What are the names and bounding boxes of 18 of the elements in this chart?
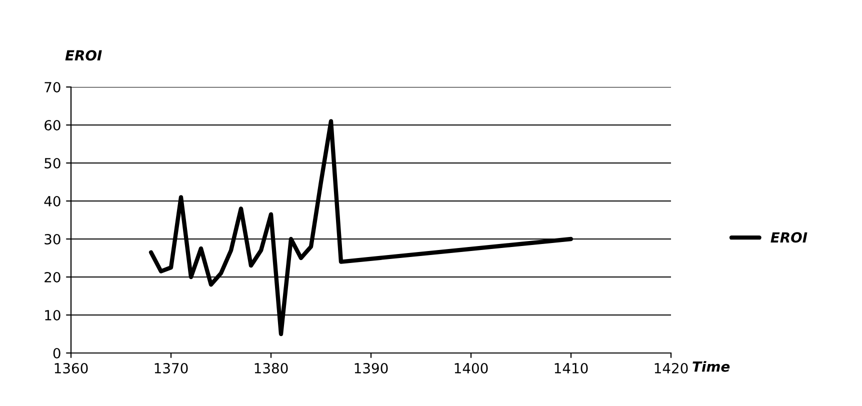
x-tick-label: 1360 [54, 362, 88, 374]
y-tick-label: 60 [44, 120, 60, 130]
y-tick-label: 50 [44, 158, 60, 168]
y-tick-label: 10 [45, 310, 60, 320]
y-tick-label: 40 [44, 196, 60, 206]
y-tick-label: 0 [53, 348, 60, 358]
legend-label: EROI [770, 232, 808, 243]
y-axis-title: EROI [65, 50, 102, 61]
x-axis-title: Time [692, 361, 730, 372]
x-tick-label: 1400 [454, 362, 488, 374]
y-tick-label: 70 [44, 82, 60, 92]
x-tick-label: 1380 [254, 362, 288, 374]
x-tick-label: 1390 [354, 362, 388, 374]
x-tick-label: 1410 [554, 362, 588, 374]
y-tick-label: 30 [44, 234, 60, 244]
x-tick-label: 1420 [654, 362, 688, 374]
x-tick-label: 1370 [154, 362, 188, 374]
y-tick-label: 20 [44, 272, 60, 282]
